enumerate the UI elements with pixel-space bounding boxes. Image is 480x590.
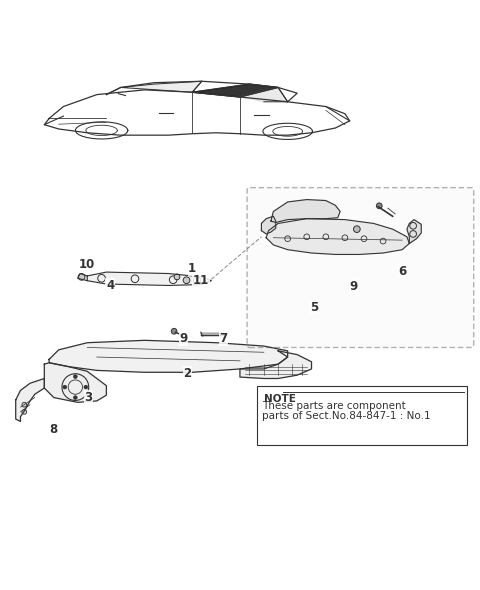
Bar xyxy=(257,386,467,445)
Text: 9: 9 xyxy=(349,280,358,293)
Circle shape xyxy=(22,409,27,414)
Circle shape xyxy=(63,385,67,389)
Text: 9: 9 xyxy=(180,332,188,345)
Text: NOTE: NOTE xyxy=(264,394,296,404)
Text: 4: 4 xyxy=(106,279,114,292)
Polygon shape xyxy=(44,363,107,402)
Polygon shape xyxy=(262,217,276,234)
Circle shape xyxy=(73,396,77,399)
Circle shape xyxy=(22,402,27,407)
Circle shape xyxy=(73,375,77,379)
Polygon shape xyxy=(271,199,340,222)
Polygon shape xyxy=(240,351,312,379)
Circle shape xyxy=(183,277,190,284)
Text: 10: 10 xyxy=(79,258,96,271)
Text: parts of Sect.No.84-847-1 : No.1: parts of Sect.No.84-847-1 : No.1 xyxy=(263,411,431,421)
Polygon shape xyxy=(49,340,288,372)
Text: 3: 3 xyxy=(84,391,92,404)
Polygon shape xyxy=(16,379,44,421)
Text: 7: 7 xyxy=(219,332,228,345)
FancyBboxPatch shape xyxy=(247,188,474,348)
Polygon shape xyxy=(266,219,409,254)
Polygon shape xyxy=(87,272,211,286)
Polygon shape xyxy=(407,219,421,244)
Polygon shape xyxy=(192,84,278,97)
Polygon shape xyxy=(78,274,87,281)
Text: 11: 11 xyxy=(192,274,209,287)
Circle shape xyxy=(78,274,85,280)
Text: 1: 1 xyxy=(188,263,196,276)
Circle shape xyxy=(353,226,360,232)
Polygon shape xyxy=(120,81,202,92)
Circle shape xyxy=(376,203,382,209)
Circle shape xyxy=(84,385,88,389)
Text: 5: 5 xyxy=(310,301,318,314)
Text: 6: 6 xyxy=(398,265,406,278)
Polygon shape xyxy=(240,87,288,101)
Text: 8: 8 xyxy=(50,423,58,436)
Circle shape xyxy=(171,329,177,334)
Text: 2: 2 xyxy=(183,367,192,380)
Circle shape xyxy=(174,274,180,280)
Text: These parts are component: These parts are component xyxy=(263,401,406,411)
